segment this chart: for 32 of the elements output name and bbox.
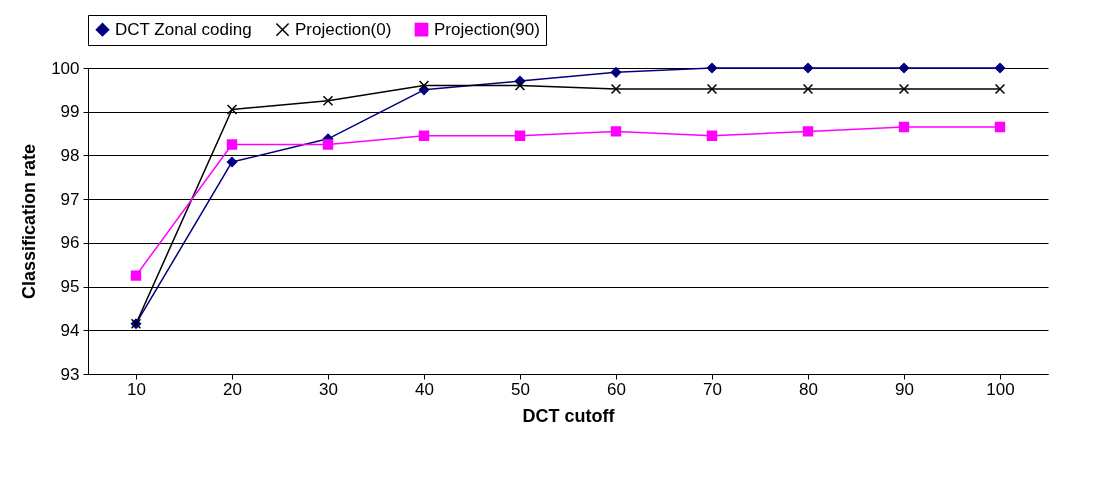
x-tick-label: 10 xyxy=(127,379,146,399)
point xyxy=(610,83,622,95)
legend-label: DCT Zonal coding xyxy=(115,19,252,39)
x-axis-title: DCT cutoff xyxy=(522,405,616,426)
x-tick-label: 60 xyxy=(607,379,626,399)
y-tick-label: 96 xyxy=(60,233,80,253)
x-tick-label: 90 xyxy=(895,379,914,399)
y-tick-label: 97 xyxy=(60,189,80,209)
x-tick-label: 30 xyxy=(319,379,338,399)
x-tick-label: 70 xyxy=(703,379,722,399)
legend-label: Projection(90) xyxy=(434,19,540,39)
legend-label: Projection(0) xyxy=(295,19,392,39)
point xyxy=(994,83,1006,95)
x-tick-label: 20 xyxy=(223,379,242,399)
point xyxy=(802,83,814,95)
x-tick-label: 50 xyxy=(511,379,530,399)
point xyxy=(418,80,430,91)
y-tick-label: 98 xyxy=(60,145,80,165)
point xyxy=(322,95,334,107)
y-tick-label: 94 xyxy=(60,320,80,340)
y-tick-label: 99 xyxy=(60,102,80,122)
x-tick-label: 100 xyxy=(986,379,1015,399)
y-tick-label: 95 xyxy=(60,277,80,297)
x-tick-label: 80 xyxy=(799,379,818,399)
point xyxy=(898,83,910,95)
x-tick-label: 40 xyxy=(415,379,434,399)
y-axis-title: Classification rate xyxy=(19,143,40,300)
y-tick-label: 93 xyxy=(60,364,80,384)
point xyxy=(514,80,526,91)
point xyxy=(226,104,238,115)
y-tick-label: 100 xyxy=(51,58,80,78)
point xyxy=(706,83,718,95)
